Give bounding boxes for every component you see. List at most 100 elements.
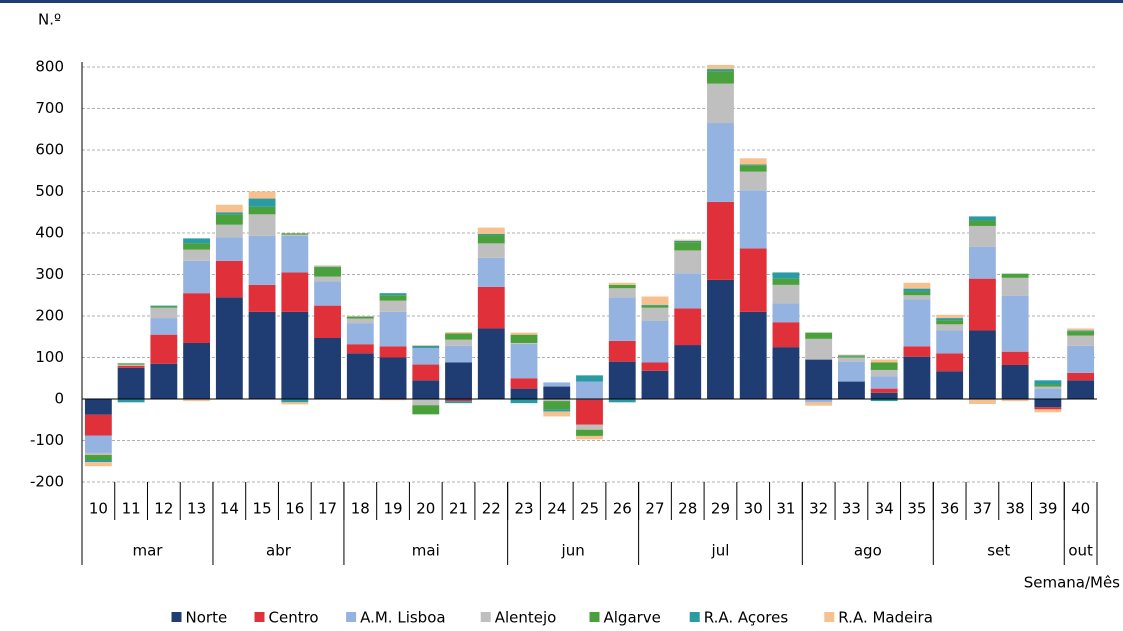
bar-segment: [838, 355, 865, 356]
y-tick-label: -200: [30, 473, 64, 491]
group-label: set: [987, 542, 1010, 560]
y-tick-label: 800: [35, 58, 64, 76]
bar-segment: [445, 340, 472, 346]
bar-segment: [314, 282, 341, 306]
bar-segment: [1002, 365, 1029, 399]
bar-segment: [511, 333, 538, 335]
bar-segment: [1067, 346, 1094, 373]
bar-segment: [674, 241, 701, 242]
x-tick-label: 19: [384, 500, 403, 518]
bar-segment: [85, 462, 112, 466]
y-axis-label: N.º: [38, 11, 61, 29]
legend-swatch: [255, 612, 265, 622]
bar-segment: [740, 165, 767, 166]
bar-segment: [380, 295, 407, 300]
bar-segment: [543, 401, 570, 409]
bar-segment: [642, 362, 669, 370]
bar-segment: [1034, 384, 1061, 386]
bar-segment: [969, 399, 996, 404]
bar-segment: [85, 453, 112, 455]
bar-segment: [838, 358, 865, 362]
bar-segment: [216, 237, 243, 261]
x-tick-label: 32: [809, 500, 828, 518]
bar-segment: [805, 333, 832, 339]
bar-segment: [478, 287, 505, 329]
x-tick-label: 40: [1071, 500, 1090, 518]
x-tick-label: 27: [645, 500, 664, 518]
bar-segment: [216, 205, 243, 212]
bar-segment: [249, 192, 276, 199]
bar-segment: [903, 357, 930, 399]
bar-segment: [642, 321, 669, 363]
bar-segment: [183, 250, 210, 261]
bar-segment: [740, 248, 767, 311]
x-tick-label: 20: [416, 500, 435, 518]
bar-segment: [1034, 389, 1061, 399]
bar-segment: [1034, 380, 1061, 384]
bar-segment: [183, 261, 210, 293]
x-tick-label: 24: [547, 500, 566, 518]
legend-label: Algarve: [604, 609, 661, 627]
bar-segment: [380, 301, 407, 312]
y-tick-label: 200: [35, 307, 64, 325]
bar-segment: [969, 216, 996, 220]
legend-swatch: [690, 612, 700, 622]
bar-segment: [1002, 278, 1029, 296]
bar-segment: [150, 306, 177, 307]
bar-segment: [216, 297, 243, 399]
bar-segment: [805, 339, 832, 360]
bar-segment: [674, 240, 701, 241]
x-tick-label: 12: [154, 500, 173, 518]
legend-swatch: [172, 612, 182, 622]
bar-segment: [609, 288, 636, 297]
bar-segment: [281, 235, 308, 236]
x-tick-label: 15: [253, 500, 272, 518]
bar-segment: [347, 317, 374, 319]
bar-segment: [707, 71, 734, 83]
bar-segment: [838, 382, 865, 399]
bar-segment: [773, 304, 800, 323]
bar-segment: [674, 345, 701, 399]
legend-swatch: [346, 612, 356, 622]
bar-segment: [412, 380, 439, 399]
bar-segment: [347, 344, 374, 353]
bar-segment: [871, 360, 898, 363]
bar-segment: [903, 292, 930, 295]
bar-segment: [871, 376, 898, 388]
bar-segment: [609, 362, 636, 399]
legend-swatch: [824, 612, 834, 622]
bar-segment: [511, 399, 538, 403]
bar-segment: [773, 272, 800, 278]
bar-segment: [1067, 328, 1094, 330]
bar-segment: [1002, 274, 1029, 278]
bar-segment: [871, 393, 898, 399]
bar-segment: [216, 214, 243, 224]
bar-segment: [903, 299, 930, 346]
y-tick-label: -100: [30, 431, 64, 449]
bar-segment: [150, 306, 177, 307]
bar-segment: [740, 172, 767, 191]
bar-segment: [314, 267, 341, 268]
bar-segment: [511, 378, 538, 388]
bar-segment: [740, 165, 767, 171]
bar-segment: [445, 332, 472, 333]
bar-segment: [249, 214, 276, 236]
bar-segment: [183, 343, 210, 399]
bar-segment: [1002, 296, 1029, 352]
bar-segment: [773, 347, 800, 399]
x-tick-label: 31: [776, 500, 795, 518]
bar-segment: [380, 358, 407, 400]
x-tick-label: 14: [220, 500, 239, 518]
y-tick-label: 400: [35, 224, 64, 242]
legend-label: R.A. Madeira: [838, 609, 933, 627]
bar-segment: [445, 362, 472, 399]
x-tick-label: 13: [187, 500, 206, 518]
bar-segment: [707, 69, 734, 71]
bar-segment: [903, 283, 930, 289]
bar-segment: [576, 375, 603, 381]
bar-segment: [609, 297, 636, 341]
bar-segment: [969, 226, 996, 247]
bar-segment: [805, 402, 832, 405]
bar-segment: [773, 322, 800, 347]
bar-segment: [543, 409, 570, 411]
